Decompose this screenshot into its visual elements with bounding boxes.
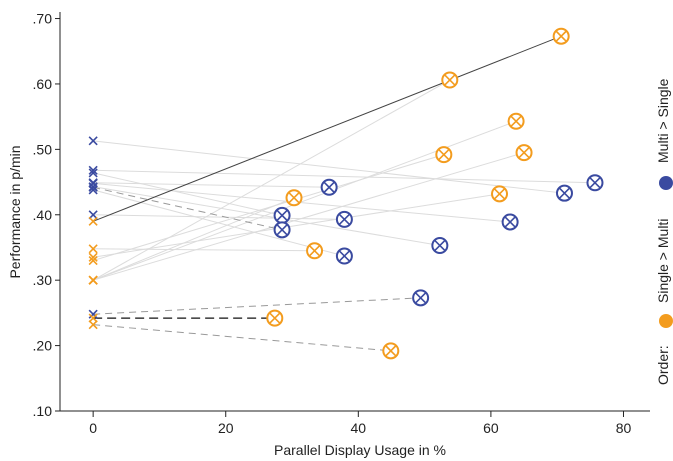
connector-line	[92, 79, 451, 281]
x-tick-label: 80	[616, 420, 632, 436]
parallel-point-marker	[507, 112, 525, 130]
baseline-point-marker	[88, 185, 98, 195]
y-tick-label: .30	[33, 272, 53, 288]
connector-lines	[92, 35, 595, 352]
baseline-point-marker	[88, 309, 98, 319]
baseline-point-marker	[88, 165, 98, 175]
parallel-point-marker	[306, 242, 324, 260]
x-tick-label: 20	[218, 420, 234, 436]
connector-line	[92, 197, 295, 281]
y-tick-label: .60	[33, 76, 53, 92]
baseline-point-marker	[88, 182, 98, 192]
y-tick-label: .40	[33, 207, 53, 223]
parallel-point-marker	[335, 210, 353, 228]
connector-line	[93, 193, 500, 258]
parallel-point-marker	[515, 144, 533, 162]
parallel-point-marker	[320, 178, 338, 196]
parallel-point-marker	[382, 342, 400, 360]
legend-title: Order:	[655, 345, 671, 385]
parallel-point-marker	[273, 206, 291, 224]
parallel-point-marker	[555, 184, 573, 202]
connector-line	[93, 152, 525, 281]
data-points	[88, 27, 604, 360]
parallel-point-marker	[552, 27, 570, 45]
baseline-point-marker	[88, 313, 98, 323]
connector-line	[93, 186, 283, 231]
parallel-point-marker	[501, 213, 519, 231]
connector-line	[93, 182, 511, 223]
baseline-point-marker	[88, 275, 98, 285]
baseline-point-marker	[88, 210, 98, 220]
parallel-point-marker	[435, 146, 453, 164]
parallel-point-marker	[266, 309, 284, 327]
parallel-point-marker	[491, 185, 509, 203]
connector-line	[93, 297, 421, 315]
baseline-point-marker	[88, 216, 98, 226]
y-tick-label: .70	[33, 11, 53, 27]
connector-line	[93, 140, 565, 194]
baseline-point-marker	[88, 178, 98, 188]
parallel-point-marker	[441, 71, 459, 89]
legend-marker-multi-single	[659, 176, 673, 190]
y-tick-label: .20	[33, 338, 53, 354]
baseline-point-marker	[88, 136, 98, 146]
parallel-point-marker	[335, 247, 353, 265]
connector-line	[93, 182, 330, 188]
legend-label-single-multi: Single > Multi	[655, 219, 671, 303]
baseline-point-marker	[88, 320, 98, 330]
y-tick-label: .50	[33, 141, 53, 157]
baseline-point-marker	[88, 252, 98, 262]
legend-label-multi-single: Multi > Single	[655, 78, 671, 163]
axes	[59, 12, 650, 412]
connector-line	[93, 172, 283, 216]
connector-line	[92, 35, 562, 222]
parallel-point-marker	[273, 221, 291, 239]
baseline-point-marker	[88, 255, 98, 266]
legend-marker-single-multi	[659, 314, 673, 328]
y-tick-label: .10	[33, 403, 53, 419]
connector-line	[93, 154, 444, 262]
parallel-point-marker	[412, 289, 430, 307]
connector-line	[93, 169, 595, 184]
x-axis-title: Parallel Display Usage in %	[274, 442, 446, 458]
axis-ticks: 0 20 40 60 80 .10 .20 .30 .40 .50 .60 .70	[33, 11, 632, 436]
baseline-point-marker	[88, 168, 98, 178]
baseline-point-marker	[88, 244, 98, 254]
parallel-point-marker	[431, 237, 449, 255]
legend: Order: Single > Multi Multi > Single	[655, 78, 673, 385]
parallel-point-marker	[285, 189, 303, 207]
connector-line	[93, 324, 391, 352]
x-tick-label: 60	[483, 420, 499, 436]
x-tick-label: 0	[89, 420, 97, 436]
x-tick-label: 40	[351, 420, 367, 436]
connector-line	[93, 248, 315, 252]
connector-line	[93, 186, 440, 247]
parallel-point-marker	[586, 174, 604, 192]
y-axis-title: Performance in p/min	[7, 145, 23, 278]
